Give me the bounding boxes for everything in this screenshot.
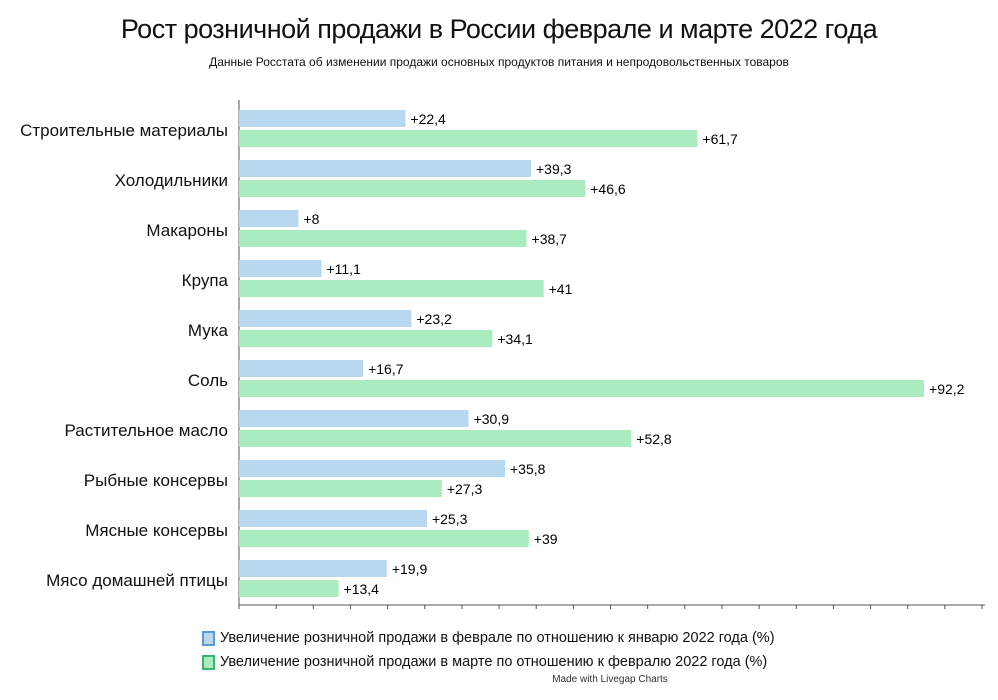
data-label: +61,7	[702, 131, 738, 147]
category-label: Холодильники	[115, 171, 228, 190]
data-label: +34,1	[497, 331, 533, 347]
bar	[239, 110, 406, 127]
data-label: +8	[303, 211, 319, 227]
data-label: +92,2	[929, 381, 965, 397]
data-label: +52,8	[636, 431, 672, 447]
legend-label-february: Увеличение розничной продажи в феврале п…	[220, 630, 775, 646]
credit-text: Made with Livegap Charts	[552, 674, 668, 685]
data-label: +27,3	[447, 481, 483, 497]
category-label: Крупа	[182, 271, 229, 290]
bar	[239, 310, 412, 327]
category-label: Растительное масло	[64, 421, 228, 440]
legend-swatch-february	[202, 630, 215, 646]
data-label: +11,1	[326, 261, 361, 277]
category-label: Мука	[188, 321, 229, 340]
bar	[239, 480, 442, 497]
bar	[239, 230, 527, 247]
category-label: Макароны	[146, 221, 228, 240]
bar	[239, 410, 469, 427]
category-label: Рыбные консервы	[84, 471, 228, 490]
legend: Увеличение розничной продажи в феврале п…	[202, 626, 775, 674]
data-label: +39	[534, 531, 558, 547]
category-label: Соль	[188, 371, 228, 390]
bar	[239, 280, 544, 297]
chart-subtitle: Данные Росстата об изменении продажи осн…	[209, 55, 789, 69]
bar	[239, 130, 698, 147]
bar	[239, 330, 493, 347]
data-label: +25,3	[432, 511, 468, 527]
legend-item-march[interactable]: Увеличение розничной продажи в марте по …	[202, 650, 775, 674]
bar	[239, 560, 387, 577]
chart-title: Рост розничной продажи в России феврале …	[120, 14, 878, 44]
data-label: +16,7	[368, 361, 404, 377]
bar	[239, 180, 586, 197]
bar	[239, 430, 632, 447]
category-label: Мясные консервы	[85, 521, 228, 540]
bar	[239, 210, 299, 227]
data-label: +19,9	[392, 561, 428, 577]
bar	[239, 360, 364, 377]
category-label: Мясо домашней птицы	[46, 571, 228, 590]
data-label: +41	[549, 281, 573, 297]
legend-swatch-march	[202, 654, 215, 670]
bar	[239, 160, 531, 177]
data-label: +23,2	[416, 311, 452, 327]
bar	[239, 260, 322, 277]
bar	[239, 510, 427, 527]
bar	[239, 580, 339, 597]
data-label: +35,8	[510, 461, 546, 477]
legend-item-february[interactable]: Увеличение розничной продажи в феврале п…	[202, 626, 775, 650]
data-label: +46,6	[590, 181, 626, 197]
data-label: +38,7	[532, 231, 568, 247]
data-label: +39,3	[536, 161, 572, 177]
bar	[239, 530, 529, 547]
bar	[239, 380, 925, 397]
data-label: +13,4	[344, 581, 380, 597]
legend-label-march: Увеличение розничной продажи в марте по …	[220, 654, 768, 670]
bar	[239, 460, 505, 477]
category-label: Строительные материалы	[20, 121, 228, 140]
data-label: +22,4	[410, 111, 446, 127]
data-label: +30,9	[474, 411, 510, 427]
